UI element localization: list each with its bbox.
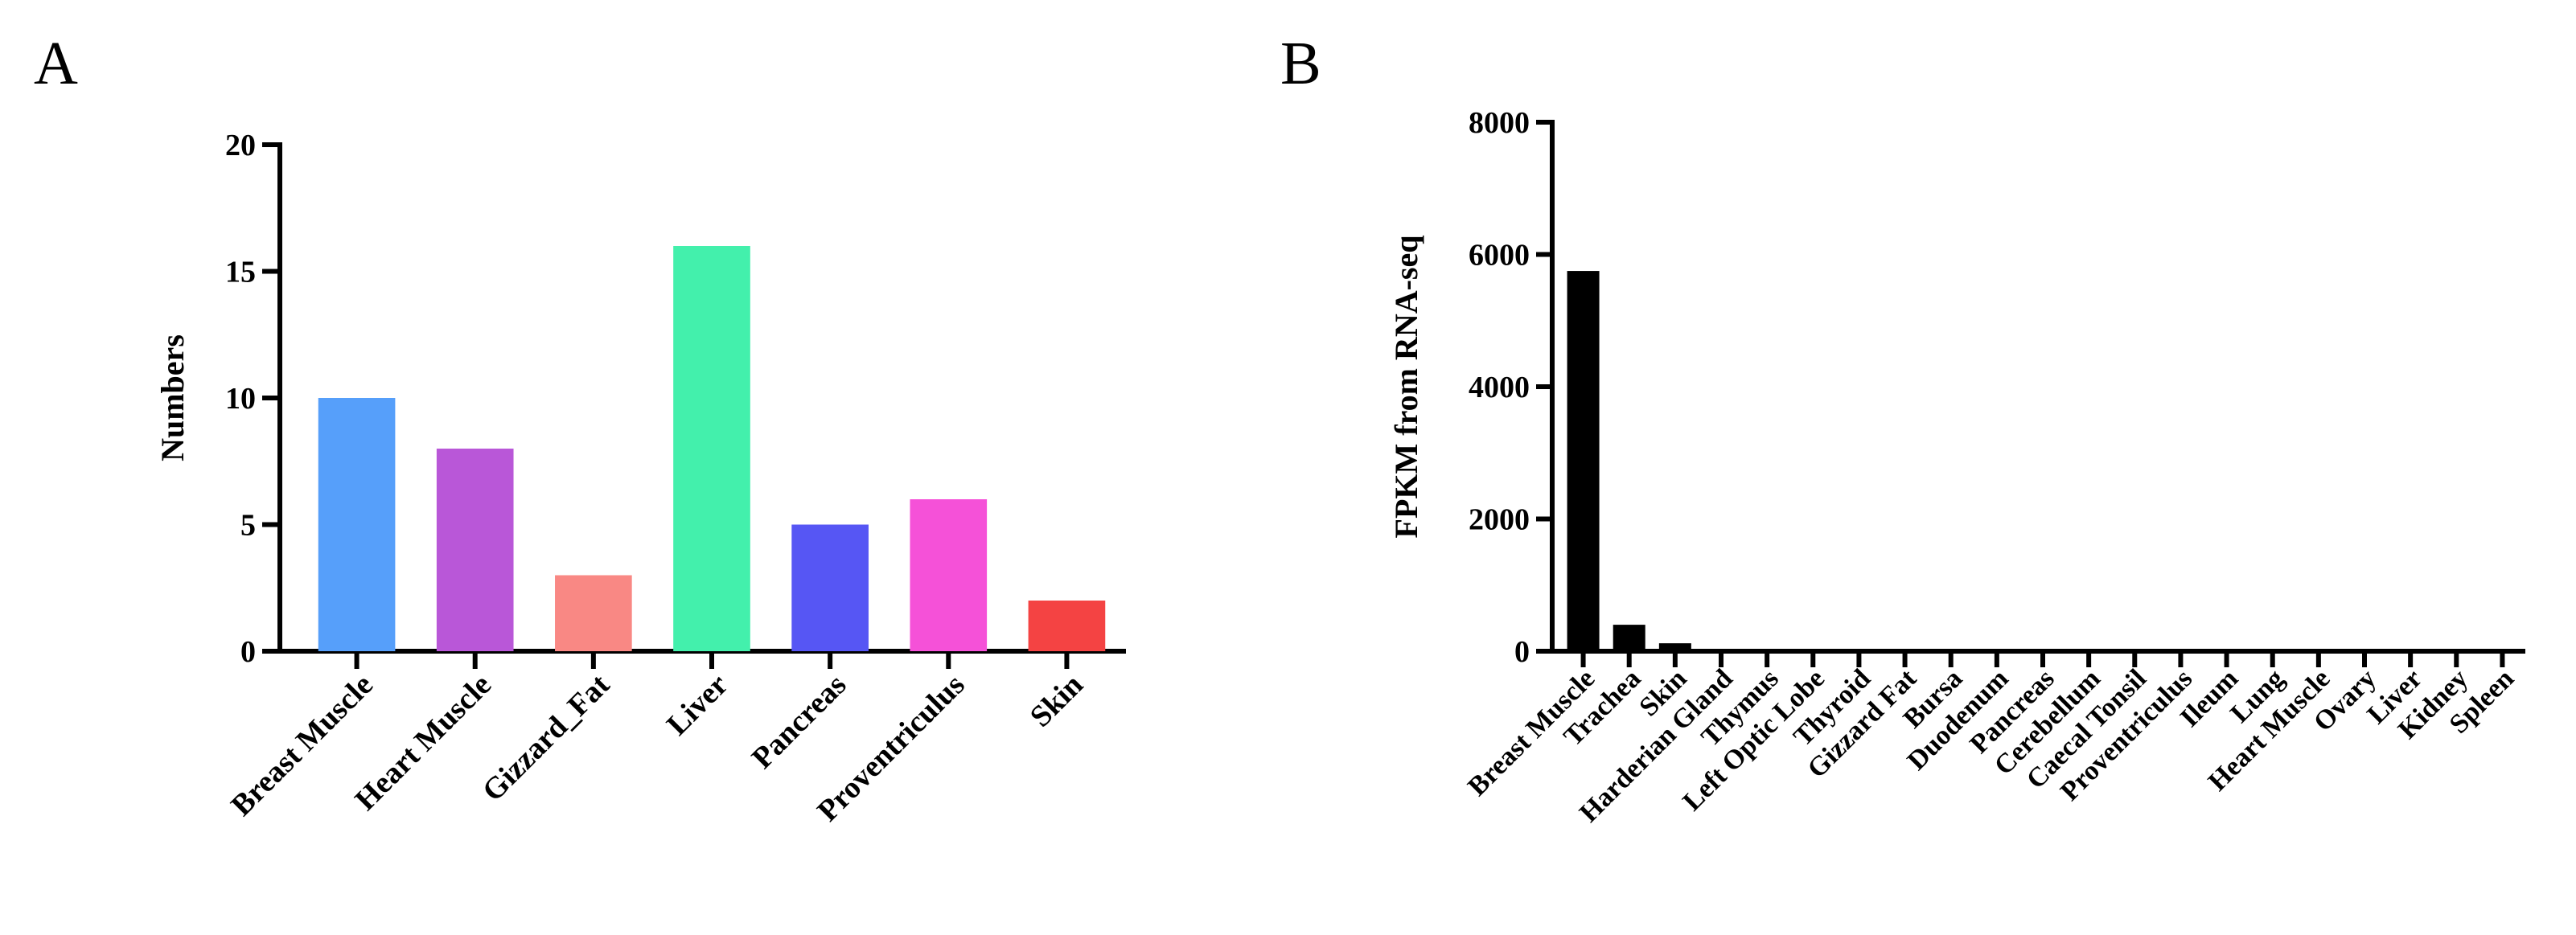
panel-a-label: A — [34, 30, 78, 97]
y-tick-label: 0 — [240, 635, 256, 669]
bar — [1028, 601, 1106, 651]
y-tick-label: 10 — [225, 382, 256, 416]
bar — [791, 524, 869, 651]
y-tick-label: 20 — [225, 129, 256, 162]
y-axis-title: Numbers — [154, 334, 191, 461]
x-tick-label: Gizzard_Fat — [476, 667, 617, 808]
x-tick-label: Pancreas — [746, 668, 853, 776]
x-tick-label: Liver — [660, 668, 734, 742]
bar — [318, 398, 396, 651]
y-tick-label: 4000 — [1469, 371, 1530, 404]
y-axis-title: FPKM from RNA-seq — [1388, 236, 1424, 539]
y-tick-label: 8000 — [1469, 106, 1530, 140]
bar — [555, 575, 632, 651]
bar — [910, 499, 988, 651]
bar — [436, 449, 514, 651]
y-tick-label: 15 — [225, 256, 256, 289]
bar — [1613, 625, 1645, 651]
y-tick-label: 6000 — [1469, 239, 1530, 273]
bar — [1658, 643, 1691, 651]
y-tick-label: 2000 — [1469, 503, 1530, 537]
panel-b-label: B — [1280, 30, 1321, 97]
y-tick-label: 5 — [240, 509, 256, 543]
bar — [1567, 271, 1600, 651]
y-tick-label: 0 — [1514, 635, 1530, 669]
x-tick-label: Skin — [1024, 668, 1090, 734]
bar — [673, 246, 750, 651]
